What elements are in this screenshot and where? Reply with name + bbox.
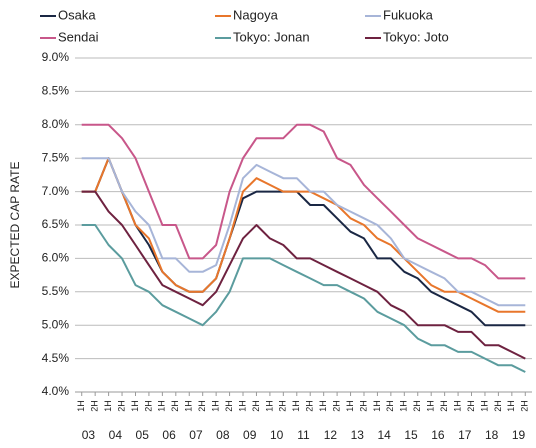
x-tick-label: 1H bbox=[506, 400, 516, 412]
x-tick-label: 1H bbox=[291, 400, 301, 412]
x-tick-label: 2H bbox=[116, 400, 126, 412]
y-axis-label: EXPECTED CAP RATE bbox=[8, 162, 22, 289]
x-tick-label: 1H bbox=[76, 400, 86, 412]
y-tick-label: 7.0% bbox=[42, 184, 70, 198]
x-tick-label: 1H bbox=[184, 400, 194, 412]
year-label: 15 bbox=[404, 428, 418, 442]
year-label: 19 bbox=[512, 428, 526, 442]
x-tick-label: 1H bbox=[345, 400, 355, 412]
x-tick-label: 2H bbox=[466, 400, 476, 412]
x-tick-label: 2H bbox=[520, 400, 530, 412]
x-tick-label: 1H bbox=[103, 400, 113, 412]
year-label: 12 bbox=[324, 428, 338, 442]
x-tick-label: 2H bbox=[170, 400, 180, 412]
x-tick-label: 1H bbox=[372, 400, 382, 412]
series-line bbox=[81, 123, 526, 280]
year-label: 05 bbox=[136, 428, 150, 442]
x-tick-label: 2H bbox=[358, 400, 368, 412]
legend-label: Sendai bbox=[58, 29, 99, 44]
y-tick-label: 5.0% bbox=[42, 317, 70, 331]
x-tick-label: 2H bbox=[251, 400, 261, 412]
x-tick-label: 1H bbox=[130, 400, 140, 412]
x-tick-label: 2H bbox=[331, 400, 341, 412]
x-tick-label: 1H bbox=[264, 400, 274, 412]
x-tick-label: 2H bbox=[90, 400, 100, 412]
x-tick-label: 2H bbox=[305, 400, 315, 412]
x-tick-label: 2H bbox=[197, 400, 207, 412]
series-line bbox=[81, 157, 526, 307]
series-line bbox=[81, 190, 526, 360]
x-tick-label: 1H bbox=[318, 400, 328, 412]
series-line bbox=[81, 224, 526, 373]
year-label: 10 bbox=[270, 428, 284, 442]
year-label: 18 bbox=[485, 428, 499, 442]
x-tick-label: 2H bbox=[493, 400, 503, 412]
y-tick-label: 6.0% bbox=[42, 251, 70, 265]
year-label: 11 bbox=[297, 428, 310, 442]
legend-label: Nagoya bbox=[233, 7, 279, 22]
legend-label: Fukuoka bbox=[383, 7, 434, 22]
year-label: 13 bbox=[351, 428, 365, 442]
y-tick-label: 7.5% bbox=[42, 150, 70, 164]
x-tick-label: 1H bbox=[479, 400, 489, 412]
year-label: 07 bbox=[189, 428, 203, 442]
year-label: 14 bbox=[377, 428, 391, 442]
y-tick-label: 4.0% bbox=[42, 384, 70, 398]
y-tick-label: 6.5% bbox=[42, 217, 70, 231]
x-tick-label: 1H bbox=[211, 400, 221, 412]
year-label: 06 bbox=[162, 428, 176, 442]
x-tick-label: 1H bbox=[237, 400, 247, 412]
year-label: 03 bbox=[82, 428, 96, 442]
legend-label: Tokyo: Jonan bbox=[233, 29, 310, 44]
x-tick-label: 2H bbox=[278, 400, 288, 412]
y-tick-label: 4.5% bbox=[42, 351, 70, 365]
x-tick-label: 2H bbox=[439, 400, 449, 412]
legend-label: Tokyo: Joto bbox=[383, 29, 449, 44]
y-tick-label: 9.0% bbox=[42, 50, 70, 64]
series-line bbox=[81, 157, 526, 327]
year-label: 17 bbox=[458, 428, 472, 442]
year-label: 16 bbox=[431, 428, 445, 442]
y-tick-label: 8.5% bbox=[42, 84, 70, 98]
x-tick-label: 1H bbox=[426, 400, 436, 412]
x-tick-label: 1H bbox=[399, 400, 409, 412]
legend-label: Osaka bbox=[58, 7, 96, 22]
x-tick-label: 2H bbox=[412, 400, 422, 412]
x-tick-label: 2H bbox=[143, 400, 153, 412]
year-label: 08 bbox=[216, 428, 230, 442]
x-tick-label: 2H bbox=[385, 400, 395, 412]
y-tick-label: 8.0% bbox=[42, 117, 70, 131]
x-tick-label: 2H bbox=[224, 400, 234, 412]
y-tick-label: 5.5% bbox=[42, 284, 70, 298]
series-line bbox=[81, 157, 526, 313]
x-tick-label: 1H bbox=[157, 400, 167, 412]
year-label: 09 bbox=[243, 428, 257, 442]
x-tick-label: 1H bbox=[452, 400, 462, 412]
year-label: 04 bbox=[109, 428, 123, 442]
